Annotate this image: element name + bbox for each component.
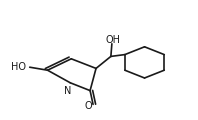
Text: OH: OH xyxy=(105,35,120,45)
Text: O: O xyxy=(85,101,92,111)
Text: N: N xyxy=(64,86,71,96)
Text: HO: HO xyxy=(11,62,26,72)
